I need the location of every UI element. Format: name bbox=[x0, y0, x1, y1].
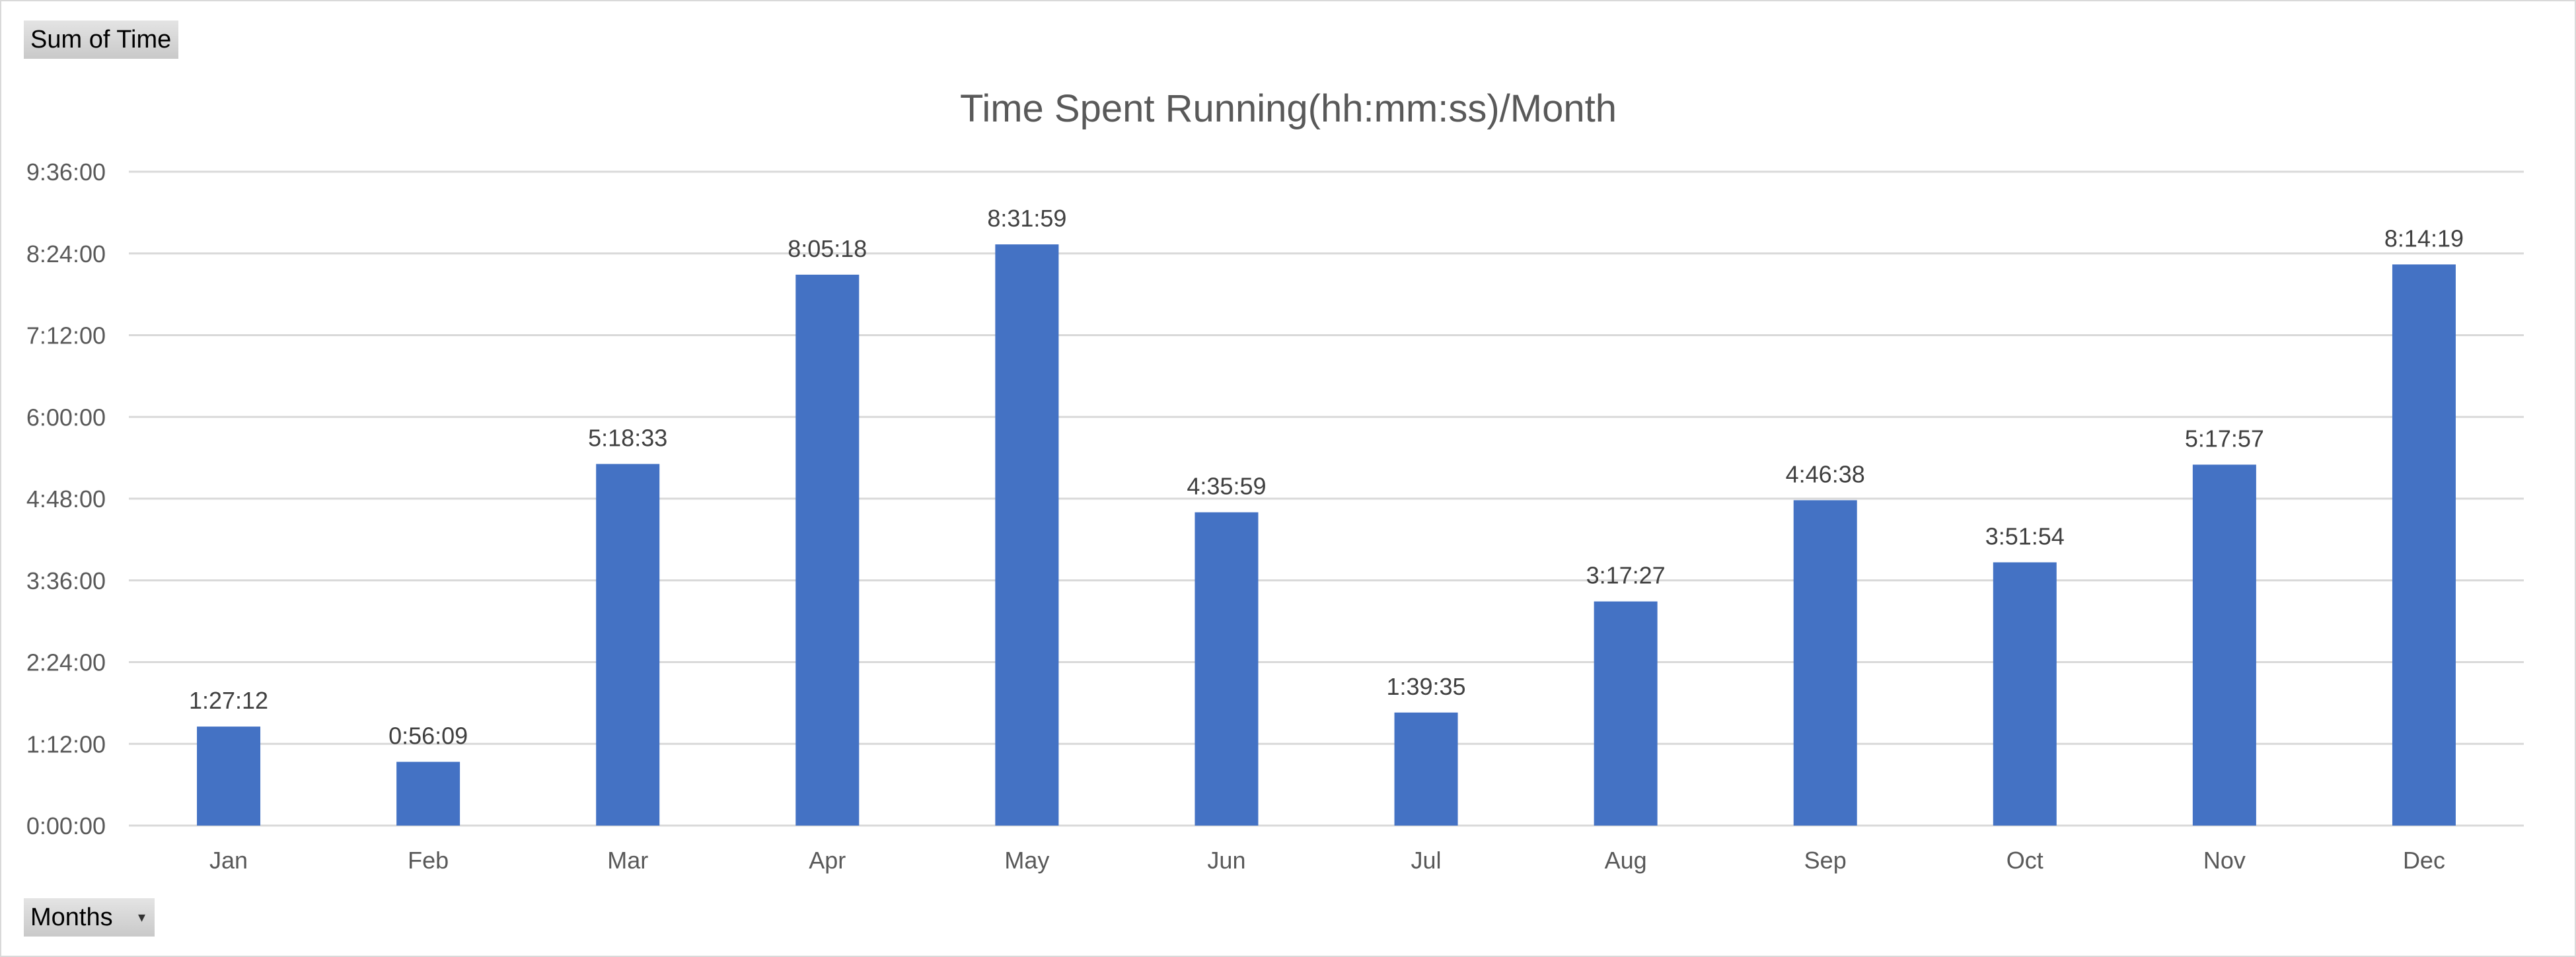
data-label-apr: 8:05:18 bbox=[788, 235, 867, 262]
x-tick-label-jul: Jul bbox=[1411, 847, 1442, 874]
bar-dec[interactable] bbox=[2392, 264, 2456, 826]
data-label-aug: 3:17:27 bbox=[1586, 562, 1666, 589]
y-tick-label: 0:00:00 bbox=[26, 812, 106, 839]
y-tick-label: 6:00:00 bbox=[26, 404, 106, 431]
y-tick-label: 3:36:00 bbox=[26, 567, 106, 594]
bar-jun[interactable] bbox=[1195, 512, 1259, 826]
bar-oct[interactable] bbox=[1993, 562, 2057, 826]
data-label-mar: 5:18:33 bbox=[588, 424, 667, 451]
chart-title: Time Spent Running(hh:mm:ss)/Month bbox=[960, 87, 1617, 130]
gridlines bbox=[129, 170, 2524, 827]
data-label-sep: 4:46:38 bbox=[1786, 460, 1865, 487]
x-tick-label-mar: Mar bbox=[607, 847, 648, 874]
data-label-feb: 0:56:09 bbox=[388, 722, 468, 749]
bar-feb[interactable] bbox=[396, 762, 460, 826]
y-tick-label: 8:24:00 bbox=[26, 240, 106, 267]
y-tick-label: 9:36:00 bbox=[26, 159, 106, 186]
y-axis-tick-labels: 0:00:00 1:12:00 2:24:00 3:36:00 4:48:00 6:00:… bbox=[26, 159, 106, 839]
bar-nov[interactable] bbox=[2192, 464, 2256, 826]
data-label-jul: 1:39:35 bbox=[1386, 673, 1465, 700]
bar-may[interactable] bbox=[995, 244, 1059, 826]
data-label-oct: 3:51:54 bbox=[1985, 522, 2065, 549]
x-tick-label-sep: Sep bbox=[1804, 847, 1847, 874]
bar-sep[interactable] bbox=[1793, 500, 1857, 826]
x-tick-label-nov: Nov bbox=[2203, 847, 2246, 874]
y-tick-label: 2:24:00 bbox=[26, 649, 106, 676]
bars bbox=[197, 244, 2456, 826]
x-tick-label-aug: Aug bbox=[1605, 847, 1647, 874]
x-tick-label-dec: Dec bbox=[2403, 847, 2445, 874]
data-label-nov: 5:17:57 bbox=[2185, 425, 2264, 452]
y-tick-label: 1:12:00 bbox=[26, 730, 106, 758]
x-tick-label-jun: Jun bbox=[1207, 847, 1245, 874]
x-tick-label-jan: Jan bbox=[209, 847, 248, 874]
sum-of-time-field-button[interactable]: Sum of Time bbox=[24, 20, 178, 59]
bar-jul[interactable] bbox=[1394, 712, 1458, 826]
sum-of-time-label: Sum of Time bbox=[30, 26, 172, 53]
x-tick-label-oct: Oct bbox=[2006, 847, 2043, 874]
x-tick-label-apr: Apr bbox=[809, 847, 846, 874]
months-field-button[interactable]: Months ▾ bbox=[24, 898, 155, 937]
bar-jan[interactable] bbox=[197, 727, 261, 826]
bar-mar[interactable] bbox=[596, 464, 660, 826]
data-label-jan: 1:27:12 bbox=[189, 687, 268, 714]
bar-aug[interactable] bbox=[1594, 601, 1658, 826]
x-axis-tick-labels: Jan Feb Mar Apr May Jun Jul Aug Sep Oct Nov Dec bbox=[209, 847, 2445, 874]
data-label-jun: 4:35:59 bbox=[1187, 473, 1266, 500]
dropdown-arrow-icon: ▾ bbox=[137, 909, 145, 925]
data-label-may: 8:31:59 bbox=[987, 205, 1066, 232]
y-tick-label: 7:12:00 bbox=[26, 322, 106, 349]
x-tick-label-may: May bbox=[1004, 847, 1049, 874]
x-tick-label-feb: Feb bbox=[408, 847, 449, 874]
data-labels: 1:27:12 0:56:09 5:18:33 8:05:18 8:31:59 4:35:… bbox=[189, 205, 2464, 749]
y-tick-label: 4:48:00 bbox=[26, 485, 106, 513]
data-label-dec: 8:14:19 bbox=[2384, 225, 2464, 252]
months-label: Months bbox=[30, 904, 113, 931]
bar-apr[interactable] bbox=[795, 274, 860, 826]
